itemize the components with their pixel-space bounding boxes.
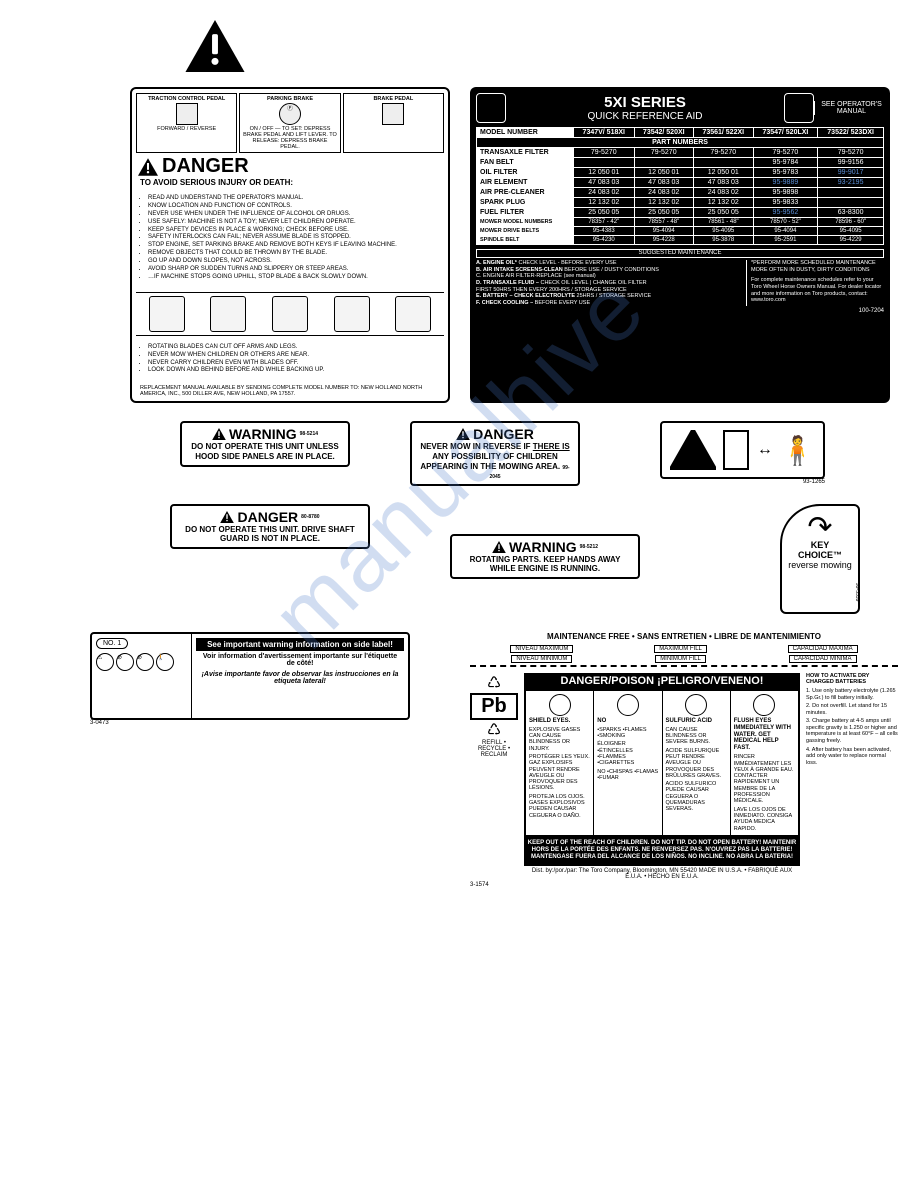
keep-out-text: KEEP OUT OF THE REACH OF CHILDREN. DO NO… (524, 837, 800, 865)
safety-alert-icon (185, 20, 245, 72)
danger-subtitle: TO AVOID SERIOUS INJURY OR DEATH: (136, 178, 444, 187)
slope-part-number: 93-1265 (660, 479, 825, 485)
danger-bullets-1: READ AND UNDERSTAND THE OPERATOR'S MANUA… (136, 193, 444, 286)
pb-symbol: Pb (470, 693, 518, 720)
person-icon: 🧍 (780, 434, 815, 467)
no-icon: ⊘ (116, 653, 134, 671)
quickref-title: 5XI SERIES (506, 94, 784, 111)
curved-arrow-icon: ↷ (788, 516, 852, 540)
danger-reverse-label: DANGER NEVER MOW IN REVERSE IF THERE IS … (410, 421, 580, 485)
warning-hood-label: WARNING 98-5214 DO NOT OPERATE THIS UNIT… (180, 421, 350, 466)
manual-address: REPLACEMENT MANUAL AVAILABLE BY SENDING … (136, 385, 444, 397)
battery-label: MAINTENANCE FREE • SANS ENTRETIEN • LIBR… (470, 632, 898, 888)
brake-pedal-panel: BRAKE PEDAL (343, 93, 444, 153)
side-warn-part: 3-0473 (90, 720, 410, 726)
recycle-icon: ♺ (470, 673, 518, 693)
danger-heading: DANGER (162, 155, 249, 178)
label-number: NO. 1 (96, 638, 128, 649)
parking-brake-panel: PARKING BRAKE Ⓟ ON / OFF — TO SET: DEPRE… (239, 93, 340, 153)
side-label-warning: NO. 1 ⚠ ⊘ ⊘ 🚶 See important warning info… (90, 632, 410, 720)
key-choice-label: ↷ KEY CHOICE™ reverse mowing 99-5339 (780, 504, 860, 614)
danger-bullets-2: ROTATING BLADES CAN CUT OFF ARMS AND LEG… (136, 342, 444, 380)
slope-warning-label: ↔ 🧍 (660, 421, 825, 479)
door-icon (723, 430, 749, 470)
warning-rotating-label: WARNING 98-5212 ROTATING PARTS. KEEP HAN… (450, 534, 640, 579)
quickref-subtitle: QUICK REFERENCE AID (506, 111, 784, 122)
person-icon: 🚶 (156, 653, 174, 671)
toro-logo-icon (476, 93, 506, 123)
danger-main-label: TRACTION CONTROL PEDAL FORWARD / REVERSE… (130, 87, 450, 403)
hazard-pictograms (136, 292, 444, 336)
quick-reference-card: 5XI SERIES QUICK REFERENCE AID SEE OPERA… (470, 87, 890, 403)
part-numbers-table: MODEL NUMBER 7347V/ 518XI73542/ 520XI735… (476, 127, 884, 245)
traction-control-panel: TRACTION CONTROL PEDAL FORWARD / REVERSE (136, 93, 237, 153)
no-icon: ⊘ (136, 653, 154, 671)
recycle-icon: ♺ (470, 720, 518, 740)
battery-part-number: 3-1574 (470, 882, 898, 888)
hazard-icon: ⚠ (96, 653, 114, 671)
distributor-text: Dist. by:/por./par: The Toro Company, Bl… (524, 865, 800, 882)
manual-icon (784, 93, 814, 123)
quickref-part-number: 100-7204 (476, 308, 884, 314)
arrow-icon: ↔ (757, 441, 773, 459)
danger-shaft-label: DANGER 80-8780 DO NOT OPERATE THIS UNIT.… (170, 504, 370, 549)
see-manual-text: SEE OPERATOR'S MANUAL (814, 101, 884, 115)
